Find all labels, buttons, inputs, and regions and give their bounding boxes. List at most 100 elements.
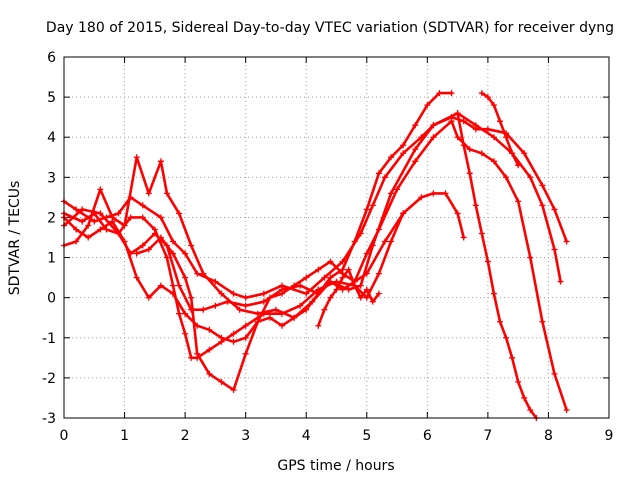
data-point [454,134,461,141]
data-point [527,254,534,261]
data-point [497,118,503,125]
plot-frame [63,56,610,419]
data-point [79,218,86,225]
y-tick-label: -1 [42,331,56,347]
data-point [145,246,152,253]
data-point [218,378,225,385]
data-point [212,302,219,309]
data-point [97,210,104,217]
data-point [339,274,346,281]
data-point [521,150,528,157]
data-point [551,370,558,377]
data-point [218,290,225,297]
data-point [388,154,394,161]
data-point [91,218,98,225]
data-point [345,286,352,293]
data-point [527,174,534,181]
x-tick-label: 7 [483,428,492,444]
data-point [363,270,370,277]
data-point [145,294,152,301]
data-point [460,118,467,125]
data-point [97,226,104,233]
data-point [145,190,152,197]
data-point [557,278,564,285]
x-tick-label: 2 [181,428,190,444]
data-point [157,234,164,241]
data-point [412,158,419,165]
data-point [157,214,164,221]
data-point [430,190,437,197]
data-point [230,290,237,297]
data-point [515,162,522,169]
data-point [212,278,219,285]
data-point [357,294,364,301]
data-point [400,150,407,157]
data-point [333,286,340,293]
data-point [303,290,310,297]
data-point [242,334,249,341]
x-tick-label: 5 [362,428,371,444]
data-point [182,250,189,257]
data-point [133,274,140,281]
data-point [509,354,516,361]
data-point [454,110,461,117]
data-point [478,90,485,97]
series-line [135,119,568,412]
data-point [242,294,249,301]
y-tick-label: -2 [42,371,56,387]
data-point [527,406,534,413]
data-point [345,266,352,273]
data-point [460,234,467,241]
data-point [272,306,279,313]
data-point [73,206,80,213]
data-point [303,274,310,281]
data-point [291,314,298,321]
data-point [509,150,516,157]
x-tick-label: 9 [605,428,614,444]
data-point [236,306,243,313]
data-point [351,282,358,289]
data-point [388,238,394,245]
data-point [279,322,285,329]
data-point [333,278,340,285]
series-line [62,91,453,312]
data-point [163,254,170,261]
data-point [85,234,92,241]
data-point [539,182,546,189]
data-point [218,338,225,345]
data-point [73,238,80,245]
series-track-9 [315,266,382,329]
data-point [157,158,164,165]
data-point [363,206,370,213]
y-tick-label: 3 [47,170,56,186]
data-point [497,318,503,325]
data-point [133,154,140,161]
data-point [539,202,546,209]
x-tick-label: 0 [60,428,69,444]
data-point [521,394,528,401]
data-point [182,330,189,337]
data-point [363,294,370,301]
data-point [97,186,104,193]
data-point [194,350,201,357]
y-tick-label: 1 [47,251,56,267]
data-point [448,118,455,125]
data-point [472,122,479,129]
x-tick-label: 1 [120,428,129,444]
data-point [327,258,334,265]
data-point [133,250,140,257]
data-point [85,222,92,229]
data-point [206,346,213,353]
data-point [115,210,122,217]
data-point [194,270,201,277]
data-point [188,294,195,301]
data-point [297,282,304,289]
data-point [127,214,134,221]
y-tick-labels: -3 -2 -1 0 1 2 3 4 5 6 [42,50,56,427]
data-point [418,194,425,201]
data-point [466,170,473,177]
data-point [279,310,285,317]
data-point [412,146,419,153]
data-point [139,242,146,249]
